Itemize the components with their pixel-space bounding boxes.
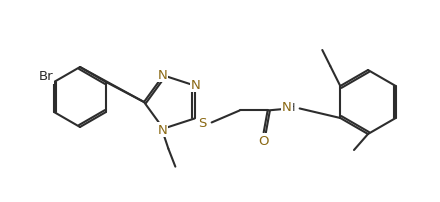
Text: N: N <box>158 68 167 81</box>
Text: O: O <box>258 134 269 147</box>
Text: Br: Br <box>39 70 53 83</box>
Text: N: N <box>158 123 167 137</box>
Text: N: N <box>282 100 292 113</box>
Text: S: S <box>198 116 207 129</box>
Text: N: N <box>191 79 201 92</box>
Text: H: H <box>286 103 295 113</box>
